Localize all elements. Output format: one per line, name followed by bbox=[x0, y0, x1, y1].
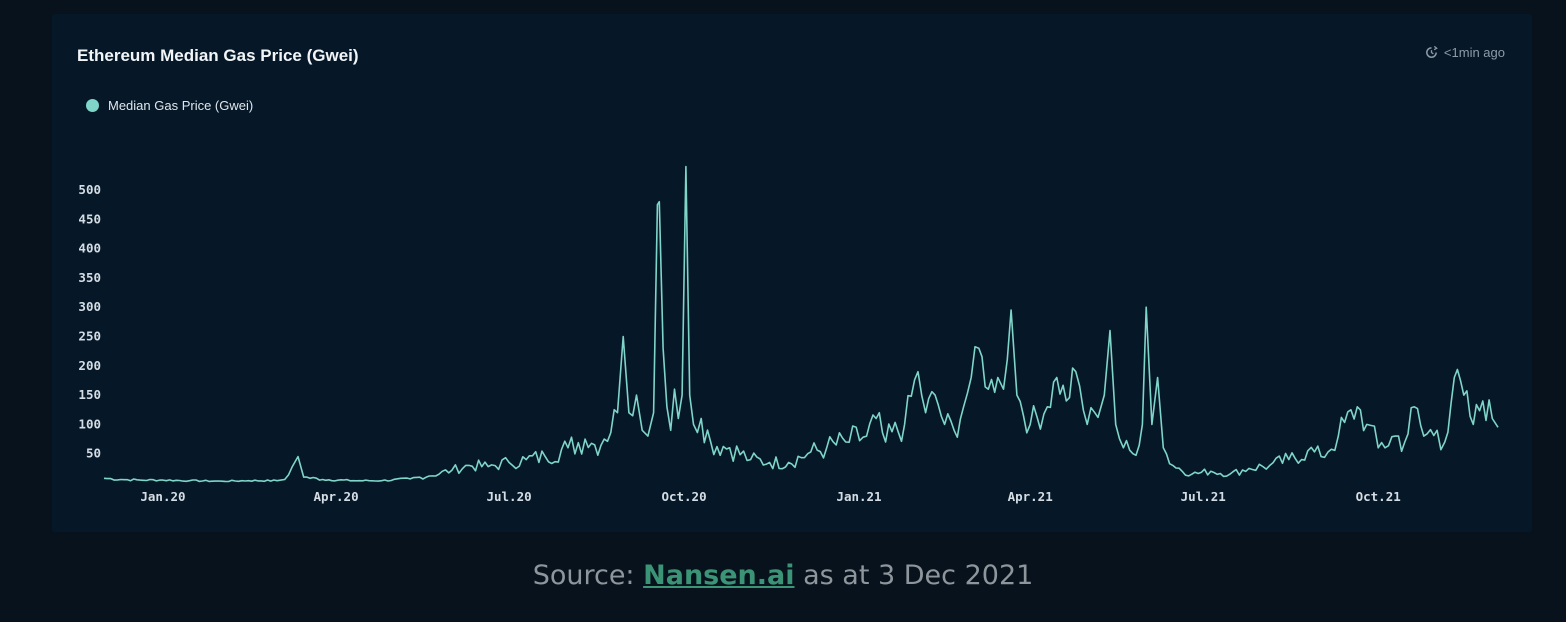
x-tick-label: Jul.20 bbox=[486, 489, 531, 504]
x-tick-label: Jan.20 bbox=[140, 489, 185, 504]
source-prefix: Source: bbox=[532, 560, 644, 591]
y-tick-label: 350 bbox=[78, 270, 101, 285]
x-tick-label: Oct.20 bbox=[661, 489, 706, 504]
refresh-clock-icon bbox=[1426, 45, 1438, 58]
series-line-median-gas-price[interactable] bbox=[103, 165, 1499, 483]
y-tick-label: 300 bbox=[78, 299, 101, 314]
source-caption: Source: Nansen.ai as at 3 Dec 2021 bbox=[0, 560, 1566, 591]
y-tick-label: 450 bbox=[78, 211, 101, 226]
source-link[interactable]: Nansen.ai bbox=[643, 560, 795, 591]
chart-card: Ethereum Median Gas Price (Gwei) <1min a… bbox=[52, 14, 1532, 532]
x-tick-label: Apr.21 bbox=[1008, 489, 1053, 504]
source-suffix: as at 3 Dec 2021 bbox=[794, 560, 1034, 591]
y-tick-label: 200 bbox=[78, 358, 101, 373]
legend-swatch bbox=[86, 99, 99, 112]
chart-legend[interactable]: Median Gas Price (Gwei) bbox=[86, 98, 253, 113]
last-updated: <1min ago bbox=[1424, 45, 1505, 60]
x-tick-label: Jul.21 bbox=[1181, 489, 1226, 504]
x-tick-label: Apr.20 bbox=[313, 489, 358, 504]
x-tick-label: Oct.21 bbox=[1356, 489, 1401, 504]
chart-title: Ethereum Median Gas Price (Gwei) bbox=[77, 46, 359, 65]
y-tick-label: 250 bbox=[78, 329, 101, 344]
y-tick-label: 100 bbox=[78, 416, 101, 431]
y-tick-label: 400 bbox=[78, 241, 101, 256]
last-updated-label: <1min ago bbox=[1443, 45, 1505, 60]
legend-label: Median Gas Price (Gwei) bbox=[108, 98, 254, 113]
y-tick-label: 500 bbox=[78, 182, 101, 197]
y-tick-label: 150 bbox=[78, 387, 101, 402]
x-tick-label: Jan.21 bbox=[836, 489, 881, 504]
y-tick-label: 50 bbox=[86, 446, 101, 461]
